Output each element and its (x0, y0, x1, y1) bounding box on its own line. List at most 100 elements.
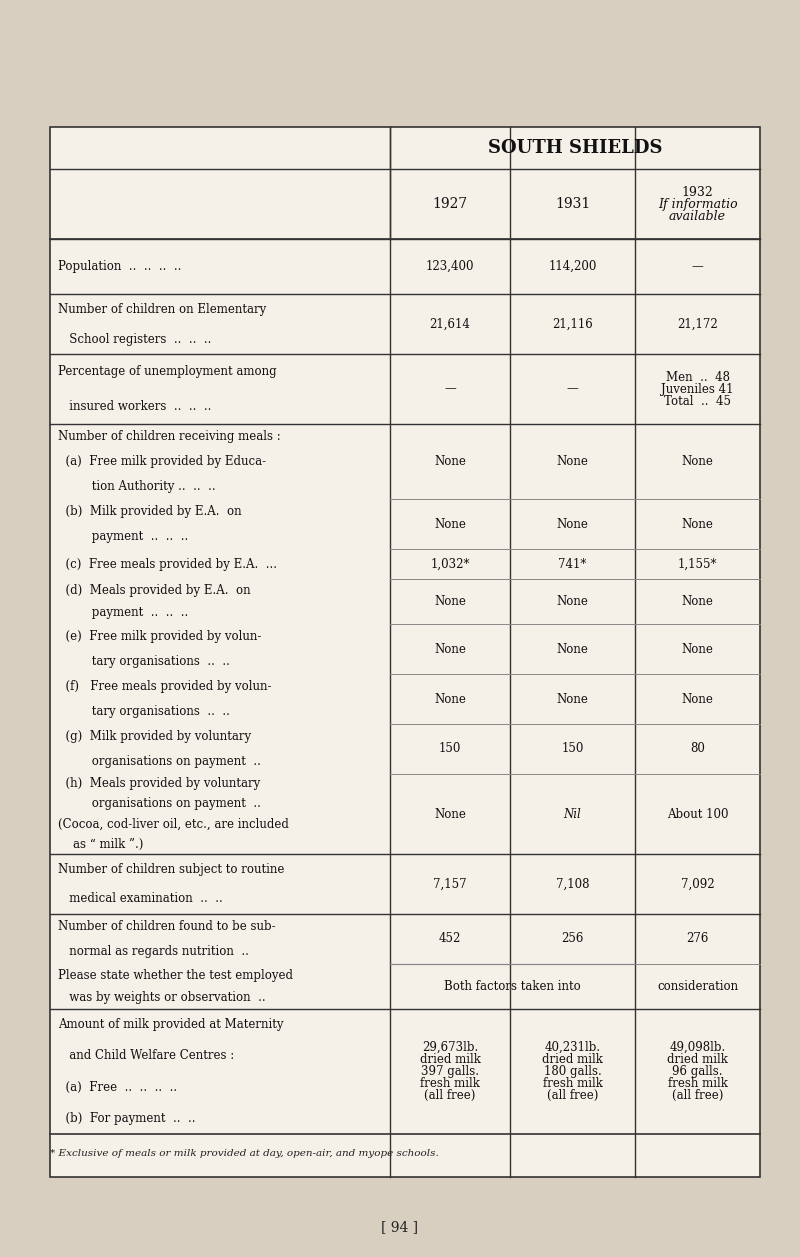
Text: None: None (434, 455, 466, 468)
Text: 452: 452 (439, 933, 461, 945)
Text: (all free): (all free) (672, 1089, 723, 1102)
Text: 741*: 741* (558, 558, 586, 571)
Text: (c)  Free meals provided by E.A.  ...: (c) Free meals provided by E.A. ... (58, 558, 277, 571)
Text: (a)  Free milk provided by Educa-: (a) Free milk provided by Educa- (58, 455, 266, 468)
Text: 397 galls.: 397 galls. (421, 1065, 479, 1079)
Text: dried milk: dried milk (667, 1053, 728, 1066)
Text: 1932: 1932 (682, 186, 714, 199)
Text: fresh milk: fresh milk (667, 1077, 727, 1090)
Text: (b)  For payment  ..  ..: (b) For payment .. .. (58, 1112, 195, 1125)
Text: Percentage of unemployment among: Percentage of unemployment among (58, 365, 277, 378)
Text: 114,200: 114,200 (548, 260, 597, 273)
Text: 1931: 1931 (555, 197, 590, 211)
Text: (Cocoa, cod-liver oil, etc., are included: (Cocoa, cod-liver oil, etc., are include… (58, 817, 289, 831)
Text: None: None (682, 642, 714, 655)
Text: (d)  Meals provided by E.A.  on: (d) Meals provided by E.A. on (58, 583, 250, 597)
Text: None: None (557, 642, 589, 655)
Text: 150: 150 (562, 743, 584, 755)
Text: None: None (434, 642, 466, 655)
Text: 1,032*: 1,032* (430, 558, 470, 571)
Text: medical examination  ..  ..: medical examination .. .. (58, 892, 222, 905)
Text: 180 galls.: 180 galls. (544, 1065, 602, 1079)
Text: Number of children found to be sub-: Number of children found to be sub- (58, 920, 276, 933)
Text: None: None (557, 455, 589, 468)
Text: organisations on payment  ..: organisations on payment .. (58, 755, 261, 768)
Text: None: None (434, 595, 466, 608)
Text: (a)  Free  ..  ..  ..  ..: (a) Free .. .. .. .. (58, 1081, 177, 1094)
Text: as “ milk ”.): as “ milk ”.) (58, 837, 143, 851)
Text: payment  ..  ..  ..: payment .. .. .. (58, 530, 188, 543)
Text: None: None (557, 518, 589, 530)
Text: (f)   Free meals provided by volun-: (f) Free meals provided by volun- (58, 680, 271, 693)
Text: Men  ..  48: Men .. 48 (666, 371, 730, 383)
Text: None: None (682, 455, 714, 468)
Text: tary organisations  ..  ..: tary organisations .. .. (58, 655, 230, 667)
Text: (h)  Meals provided by voluntary: (h) Meals provided by voluntary (58, 778, 260, 791)
Text: None: None (557, 693, 589, 705)
Text: None: None (557, 595, 589, 608)
Text: If informatio: If informatio (658, 197, 738, 210)
Text: available: available (669, 210, 726, 222)
Text: 21,116: 21,116 (552, 318, 593, 331)
Text: —: — (444, 382, 456, 396)
Text: (b)  Milk provided by E.A.  on: (b) Milk provided by E.A. on (58, 505, 242, 518)
Text: Nil: Nil (564, 807, 582, 821)
Text: fresh milk: fresh milk (420, 1077, 480, 1090)
Text: 80: 80 (690, 743, 705, 755)
Text: 256: 256 (562, 933, 584, 945)
Text: payment  ..  ..  ..: payment .. .. .. (58, 606, 188, 620)
Text: Both factors taken into: Both factors taken into (444, 980, 581, 993)
Text: [ 94 ]: [ 94 ] (382, 1221, 418, 1234)
Text: consideration: consideration (657, 980, 738, 993)
Text: School registers  ..  ..  ..: School registers .. .. .. (58, 333, 211, 346)
Text: None: None (434, 807, 466, 821)
Text: 29,673lb.: 29,673lb. (422, 1041, 478, 1055)
Text: 21,614: 21,614 (430, 318, 470, 331)
Text: None: None (682, 693, 714, 705)
Text: 276: 276 (686, 933, 709, 945)
Text: 1,155*: 1,155* (678, 558, 718, 571)
Text: tary organisations  ..  ..: tary organisations .. .. (58, 705, 230, 718)
Text: (all free): (all free) (547, 1089, 598, 1102)
Text: 7,092: 7,092 (681, 877, 714, 890)
Text: 150: 150 (439, 743, 461, 755)
Bar (50, 127, 760, 1177)
Text: (all free): (all free) (424, 1089, 476, 1102)
Text: (g)  Milk provided by voluntary: (g) Milk provided by voluntary (58, 730, 251, 743)
Text: Amount of milk provided at Maternity: Amount of milk provided at Maternity (58, 1018, 283, 1031)
Text: Number of children subject to routine: Number of children subject to routine (58, 862, 284, 875)
Text: (e)  Free milk provided by volun-: (e) Free milk provided by volun- (58, 630, 262, 644)
Text: None: None (682, 595, 714, 608)
Text: About 100: About 100 (666, 807, 728, 821)
Text: Population  ..  ..  ..  ..: Population .. .. .. .. (58, 260, 182, 273)
Text: 21,172: 21,172 (677, 318, 718, 331)
Text: tion Authority ..  ..  ..: tion Authority .. .. .. (58, 480, 216, 493)
Text: 123,400: 123,400 (426, 260, 474, 273)
Text: fresh milk: fresh milk (542, 1077, 602, 1090)
Text: insured workers  ..  ..  ..: insured workers .. .. .. (58, 400, 211, 414)
Text: and Child Welfare Centres :: and Child Welfare Centres : (58, 1050, 234, 1062)
Text: Number of children on Elementary: Number of children on Elementary (58, 303, 266, 316)
Text: was by weights or observation  ..: was by weights or observation .. (58, 992, 266, 1004)
Text: —: — (566, 382, 578, 396)
Text: None: None (434, 518, 466, 530)
Text: 1927: 1927 (432, 197, 468, 211)
Text: SOUTH SHIELDS: SOUTH SHIELDS (488, 140, 662, 157)
Text: 49,098lb.: 49,098lb. (670, 1041, 726, 1055)
Text: Total  ..  45: Total .. 45 (664, 395, 731, 407)
Text: —: — (692, 260, 703, 273)
Text: * Exclusive of meals or milk provided at day, open-air, and myope schools.: * Exclusive of meals or milk provided at… (50, 1149, 438, 1158)
Text: 7,108: 7,108 (556, 877, 590, 890)
Text: dried milk: dried milk (419, 1053, 481, 1066)
Text: None: None (682, 518, 714, 530)
Text: 7,157: 7,157 (433, 877, 467, 890)
Text: organisations on payment  ..: organisations on payment .. (58, 797, 261, 811)
Text: normal as regards nutrition  ..: normal as regards nutrition .. (58, 945, 249, 958)
Text: Juveniles 41: Juveniles 41 (662, 382, 734, 396)
Text: dried milk: dried milk (542, 1053, 603, 1066)
Text: 40,231lb.: 40,231lb. (545, 1041, 601, 1055)
Text: Number of children receiving meals :: Number of children receiving meals : (58, 430, 281, 442)
Text: 96 galls.: 96 galls. (672, 1065, 722, 1079)
Text: Please state whether the test employed: Please state whether the test employed (58, 969, 293, 982)
Text: None: None (434, 693, 466, 705)
